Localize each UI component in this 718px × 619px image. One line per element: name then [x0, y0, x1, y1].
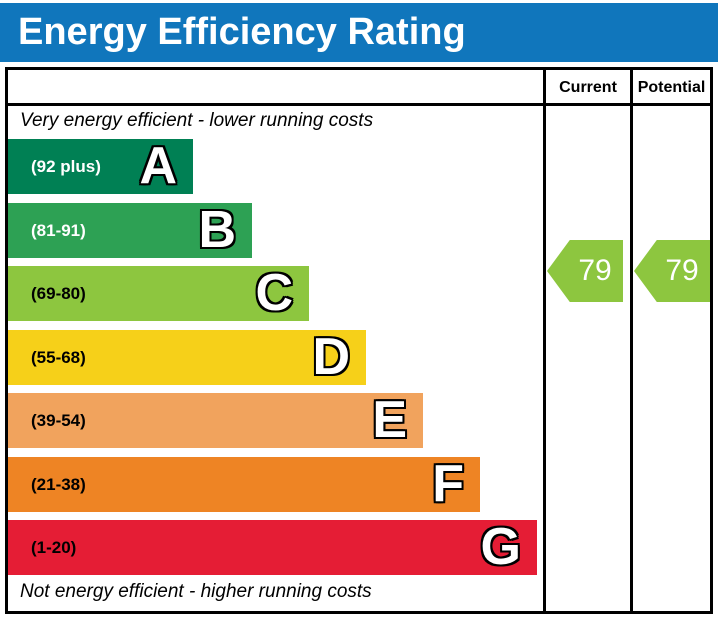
- band-range-label: (21-38): [31, 474, 86, 494]
- band-range-label: (1-20): [31, 537, 77, 557]
- band-row-c: (69-80) C: [8, 266, 309, 321]
- rating-bands: (92 plus) A (81-91) B (69-80) C (55-68) D (39-54…: [8, 139, 543, 575]
- caption-very-efficient: Very energy efficient - lower running co…: [20, 110, 374, 131]
- band-range-label: (39-54): [31, 410, 86, 430]
- band-row-a: (92 plus) A: [8, 139, 193, 194]
- band-letter: F: [432, 455, 464, 513]
- caption-not-efficient: Not energy efficient - higher running co…: [20, 581, 372, 602]
- band-row-b: (81-91) B: [8, 203, 252, 258]
- current-rating-value: 79: [578, 254, 612, 287]
- band-row-e: (39-54) E: [8, 393, 423, 448]
- band-letter: A: [139, 137, 177, 195]
- band-letter: D: [312, 328, 350, 386]
- page-title: Energy Efficiency Rating: [18, 11, 466, 53]
- band-range-label: (81-91): [31, 220, 86, 240]
- rating-table-content: Current Potential Very energy efficient …: [8, 70, 710, 611]
- band-row-g: (1-20) G: [8, 520, 537, 575]
- potential-rating-arrow: 79: [634, 240, 710, 302]
- column-divider-potential: [630, 70, 633, 611]
- band-letter: G: [480, 518, 521, 576]
- band-letter: C: [255, 264, 293, 322]
- column-header-current: Current: [559, 79, 617, 96]
- band-row-d: (55-68) D: [8, 330, 366, 385]
- band-range-label: (55-68): [31, 347, 86, 367]
- title-bar: Energy Efficiency Rating: [0, 3, 718, 62]
- band-range-label: (92 plus): [31, 156, 101, 176]
- band-row-f: (21-38) F: [8, 457, 480, 512]
- table-header-row: [8, 70, 710, 106]
- potential-rating-value: 79: [665, 254, 699, 287]
- column-divider-current: [543, 70, 546, 611]
- rating-table: Current Potential Very energy efficient …: [5, 67, 713, 614]
- band-range-label: (69-80): [31, 283, 86, 303]
- column-header-potential: Potential: [637, 79, 706, 96]
- current-rating-arrow: 79: [547, 240, 623, 302]
- band-letter: E: [372, 391, 407, 449]
- band-letter: B: [198, 201, 236, 259]
